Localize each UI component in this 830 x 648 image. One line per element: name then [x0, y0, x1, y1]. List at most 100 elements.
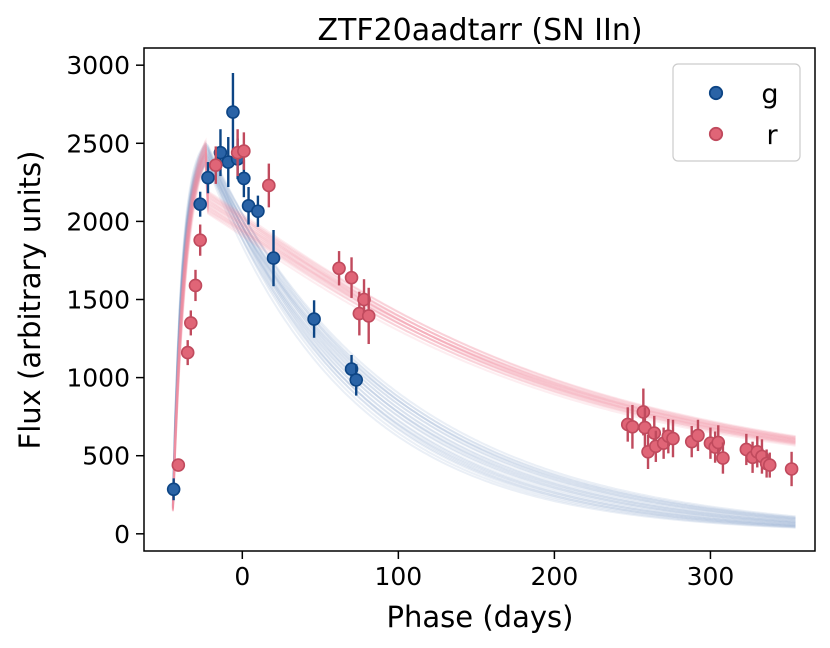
data-points: [166, 72, 799, 501]
model-curve-r: [171, 156, 796, 511]
point-g: [201, 170, 215, 185]
legend: g r: [672, 63, 801, 162]
y-tick-label: 1000: [66, 364, 130, 393]
point-r: [344, 270, 359, 285]
point-g: [237, 171, 251, 186]
model-curve-r: [171, 150, 796, 509]
model-curve-r: [171, 150, 796, 512]
point-r: [625, 420, 640, 434]
point-r: [357, 292, 371, 307]
point-r: [193, 233, 207, 247]
model-curve-r: [171, 140, 796, 509]
model-curve-r: [171, 148, 796, 506]
legend-box: [672, 63, 801, 162]
x-axis-ticks: 0 100 200 300: [234, 551, 734, 591]
point-r: [711, 435, 726, 450]
model-curve-r: [171, 148, 796, 509]
model-curve-g: [171, 145, 796, 523]
model-curve-g: [171, 143, 796, 528]
y-tick-label: 2500: [66, 129, 130, 158]
point-r: [171, 458, 186, 472]
model-curve-r: [171, 154, 796, 511]
point-g: [349, 373, 364, 387]
x-axis-label: Phase (days): [387, 600, 574, 634]
model-curve-g: [171, 158, 796, 525]
point-g: [226, 105, 240, 119]
model-curve-g: [171, 152, 796, 524]
point-r: [784, 462, 799, 476]
y-tick-label: 2000: [66, 207, 130, 236]
model-curve-r: [171, 142, 796, 510]
model-curve-g: [171, 159, 796, 528]
model-curve-r: [171, 146, 796, 511]
point-g: [251, 204, 265, 219]
legend-label-g: g: [761, 79, 778, 110]
point-r: [180, 345, 195, 360]
model-curve-g: [171, 147, 796, 518]
point-r: [762, 458, 777, 472]
model-curve-g: [171, 156, 796, 529]
legend-marker-g: [708, 85, 724, 101]
model-curve-g: [171, 141, 796, 521]
y-tick-label: 500: [82, 442, 130, 471]
model-curve-r: [171, 148, 796, 511]
model-curve-r: [171, 152, 796, 510]
model-curve-r: [171, 137, 796, 506]
x-tick-label: 300: [687, 562, 735, 591]
point-g: [344, 362, 359, 376]
model-curve-r: [171, 159, 796, 509]
model-curve-g: [171, 163, 796, 529]
model-curve-g: [171, 162, 796, 526]
x-tick-label: 0: [234, 562, 250, 591]
y-tick-label: 3000: [66, 51, 130, 80]
legend-marker-r: [708, 126, 724, 142]
y-tick-label: 0: [114, 520, 130, 549]
model-curve-g: [171, 154, 796, 519]
model-curve-g: [171, 156, 796, 526]
model-curve-g: [171, 152, 796, 527]
model-curve-r: [171, 157, 796, 509]
point-g: [166, 482, 181, 497]
point-r: [636, 405, 651, 419]
model-curve-g: [171, 148, 796, 522]
model-curves: [171, 137, 796, 529]
model-curve-r: [171, 144, 796, 508]
point-r: [208, 158, 223, 172]
point-g: [307, 312, 321, 326]
point-r: [332, 261, 346, 276]
point-r: [716, 451, 730, 465]
model-curve-g: [171, 149, 796, 525]
model-curve-g: [171, 146, 796, 526]
model-curve-g: [171, 142, 796, 525]
point-g: [213, 145, 228, 160]
point-r: [262, 178, 276, 193]
y-axis-label: Flux (arbitrary units): [13, 151, 47, 450]
point-r: [666, 431, 680, 446]
y-tick-label: 1500: [66, 286, 130, 315]
x-tick-label: 200: [531, 562, 579, 591]
model-curve-r: [171, 142, 796, 507]
model-curve-g: [171, 150, 796, 528]
point-g: [193, 197, 207, 212]
point-r: [691, 428, 705, 443]
model-curve-g: [171, 160, 796, 519]
model-curve-g: [171, 162, 796, 523]
model-curve-r: [171, 144, 796, 510]
model-curve-r: [171, 146, 796, 508]
model-curve-r: [171, 149, 796, 507]
x-tick-label: 100: [374, 562, 422, 591]
point-r: [188, 278, 203, 293]
chart-title: ZTF20aadtarr (SN IIn): [317, 13, 642, 48]
point-r: [184, 316, 198, 330]
point-r: [361, 309, 376, 323]
model-curve-g: [171, 144, 796, 519]
point-r: [647, 426, 662, 440]
point-g: [266, 251, 281, 265]
point-r: [237, 144, 251, 158]
legend-label-r: r: [766, 120, 778, 151]
model-curve-g: [171, 154, 796, 522]
model-curve-g: [171, 158, 796, 521]
model-curve-g: [171, 151, 796, 520]
y-axis-ticks: 0 500 1000 1500 2000 2500 3000: [66, 51, 144, 549]
